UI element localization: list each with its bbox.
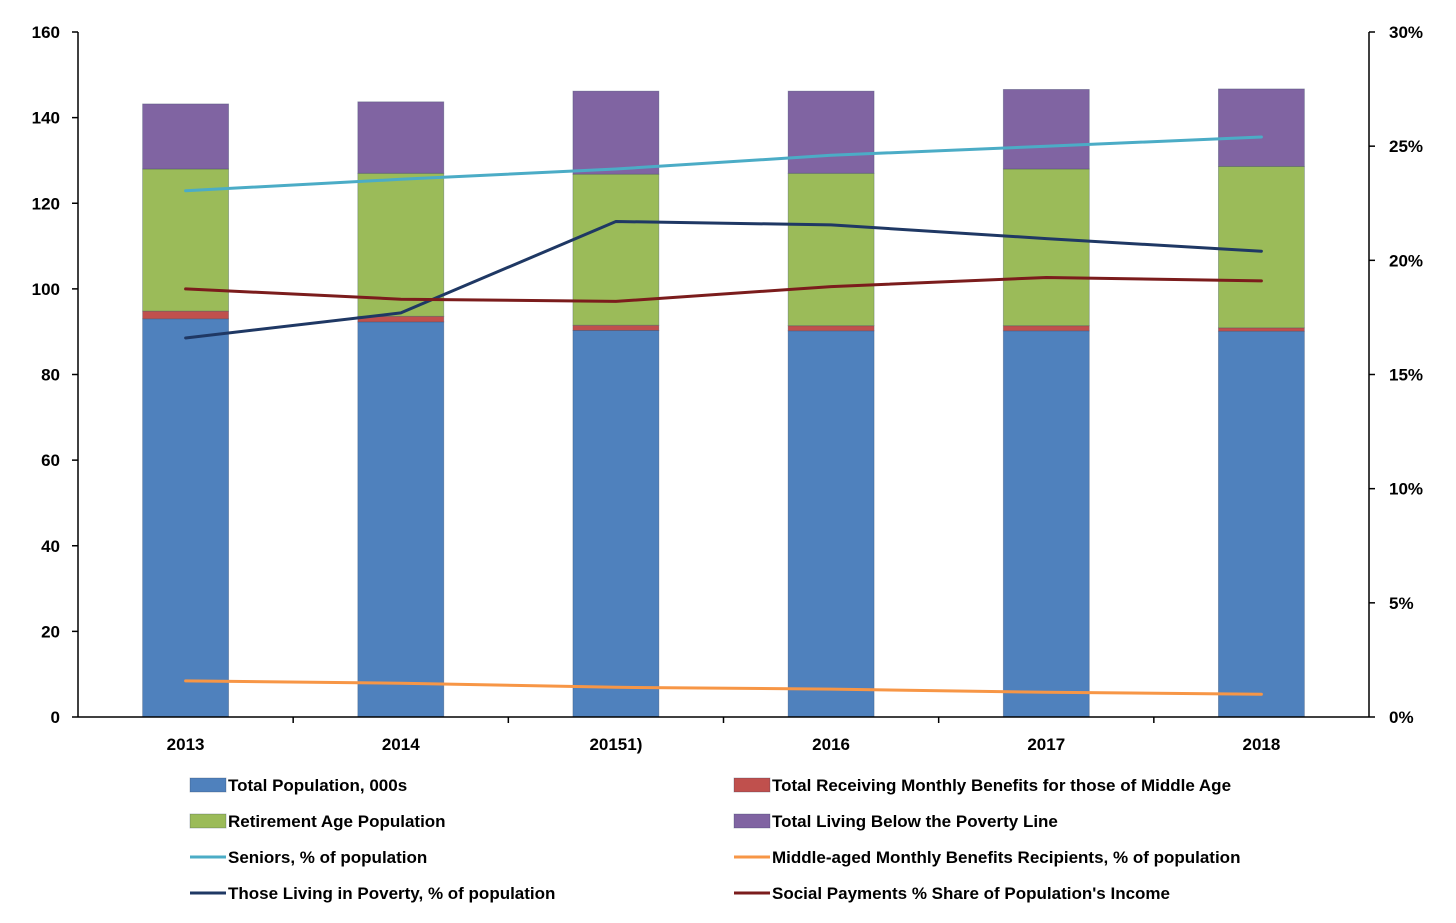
legend-label-1: Total Receiving Monthly Benefits for tho… bbox=[772, 776, 1231, 795]
series-line-0 bbox=[184, 135, 1263, 193]
legend-label-6: Those Living in Poverty, % of population bbox=[228, 884, 555, 903]
legend-label-3: Total Living Below the Poverty Line bbox=[772, 812, 1058, 831]
x-tick-label-2: 20151) bbox=[589, 735, 642, 754]
series-line-1 bbox=[184, 679, 1263, 696]
bar-3-4 bbox=[1002, 89, 1090, 170]
bar-2-5 bbox=[1218, 165, 1305, 329]
axes-group: 0 20 40 60 80 100 120 140 160 0% 5% 10% 15% 20% 25% 30%… bbox=[32, 23, 1423, 754]
legend-label-4: Seniors, % of population bbox=[228, 848, 427, 867]
bar-1-4 bbox=[1002, 325, 1090, 332]
x-tick-label-3: 2016 bbox=[812, 735, 850, 754]
bar-0-5 bbox=[1218, 330, 1305, 718]
bar-0-1 bbox=[357, 321, 445, 718]
legend-label-5: Middle-aged Monthly Benefits Recipients,… bbox=[772, 848, 1240, 867]
right-tick-label-6: 30% bbox=[1389, 23, 1423, 42]
left-tick-label-0: 0 bbox=[51, 708, 60, 727]
series-line-2 bbox=[184, 220, 1263, 340]
bar-0-0 bbox=[142, 318, 230, 718]
bar-1-0 bbox=[142, 310, 230, 320]
left-tick-label-5: 100 bbox=[32, 280, 60, 299]
x-tick-label-4: 2017 bbox=[1027, 735, 1065, 754]
right-tick-label-1: 5% bbox=[1389, 594, 1414, 613]
legend-label-2: Retirement Age Population bbox=[228, 812, 446, 831]
right-tick-label-4: 20% bbox=[1389, 251, 1423, 270]
legend-label-7: Social Payments % Share of Population's … bbox=[772, 884, 1170, 903]
bar-2-4 bbox=[1002, 168, 1090, 327]
x-tick-label-1: 2014 bbox=[382, 735, 420, 754]
left-tick-label-6: 120 bbox=[32, 194, 60, 213]
lines-group bbox=[184, 135, 1263, 696]
bar-3-0 bbox=[142, 103, 230, 170]
x-tick-label-0: 2013 bbox=[167, 735, 205, 754]
right-tick-label-5: 25% bbox=[1389, 137, 1423, 156]
bar-3-2 bbox=[572, 90, 660, 175]
bar-3-1 bbox=[357, 101, 445, 174]
left-tick-label-7: 140 bbox=[32, 109, 60, 128]
bar-3-3 bbox=[787, 90, 875, 174]
legend-swatch-3 bbox=[733, 813, 771, 829]
legend-label-0: Total Population, 000s bbox=[228, 776, 407, 795]
x-tick-label-5: 2018 bbox=[1243, 735, 1281, 754]
right-tick-label-3: 15% bbox=[1389, 366, 1423, 385]
legend-swatch-1 bbox=[733, 777, 771, 793]
bar-1-5 bbox=[1218, 327, 1305, 332]
bar-2-3 bbox=[787, 172, 875, 327]
right-tick-label-2: 10% bbox=[1389, 480, 1423, 499]
bar-0-3 bbox=[787, 330, 875, 718]
bars-group bbox=[142, 88, 1305, 718]
series-line-3 bbox=[184, 276, 1263, 303]
bar-0-4 bbox=[1002, 330, 1090, 718]
legend-swatch-0 bbox=[189, 777, 227, 793]
bar-1-2 bbox=[572, 324, 660, 331]
left-tick-label-4: 80 bbox=[41, 366, 60, 385]
bar-3-5 bbox=[1218, 88, 1305, 167]
right-tick-label-0: 0% bbox=[1389, 708, 1414, 727]
legend: Total Population, 000s Total Receiving Mo… bbox=[189, 776, 1240, 903]
left-tick-label-2: 40 bbox=[41, 537, 60, 556]
bar-2-1 bbox=[357, 172, 445, 317]
left-tick-label-8: 160 bbox=[32, 23, 60, 42]
bar-1-3 bbox=[787, 325, 875, 332]
left-tick-label-1: 20 bbox=[41, 622, 60, 641]
legend-swatch-2 bbox=[189, 813, 227, 829]
left-tick-label-3: 60 bbox=[41, 451, 60, 470]
bar-0-2 bbox=[572, 329, 660, 718]
